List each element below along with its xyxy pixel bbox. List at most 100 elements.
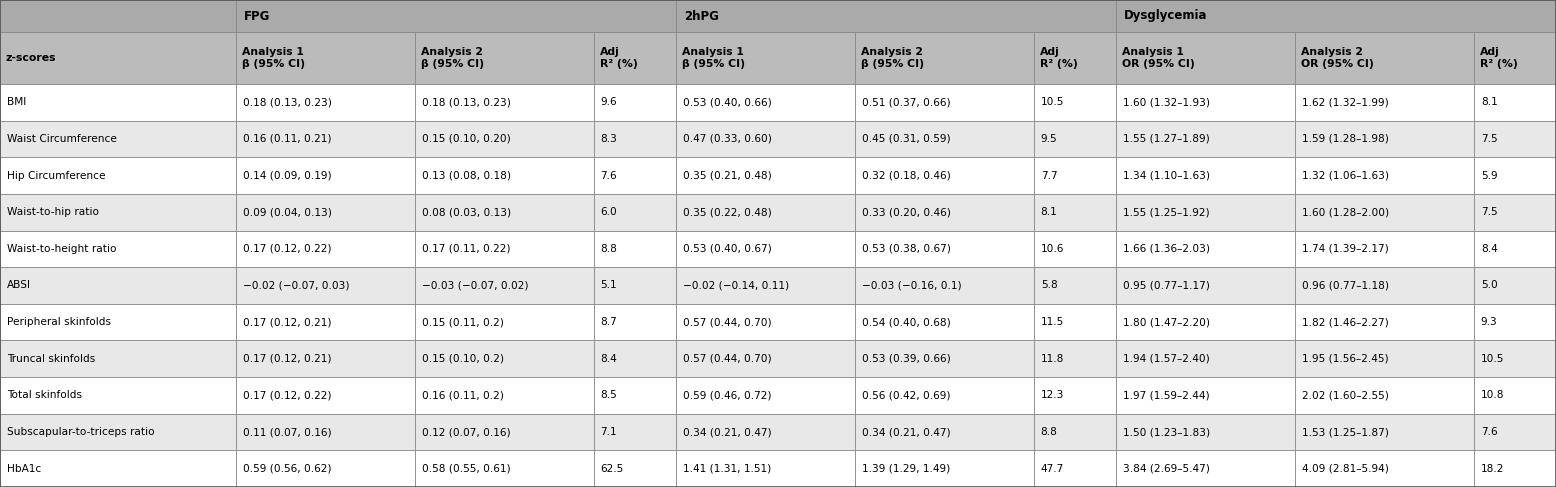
Bar xyxy=(1033,194,1116,230)
Text: 1.66 (1.36–2.03): 1.66 (1.36–2.03) xyxy=(1123,244,1211,254)
Bar xyxy=(1474,194,1556,230)
Text: 1.53 (1.25–1.87): 1.53 (1.25–1.87) xyxy=(1302,427,1388,437)
Bar xyxy=(594,267,675,304)
Text: 0.17 (0.12, 0.21): 0.17 (0.12, 0.21) xyxy=(243,317,331,327)
Text: 5.8: 5.8 xyxy=(1041,281,1058,291)
Bar xyxy=(1474,267,1556,304)
Bar xyxy=(1116,377,1295,414)
Text: 0.53 (0.40, 0.66): 0.53 (0.40, 0.66) xyxy=(683,97,772,107)
Bar xyxy=(1116,267,1295,304)
Bar xyxy=(854,230,1033,267)
Bar xyxy=(594,377,675,414)
Bar xyxy=(237,267,415,304)
Text: 0.33 (0.20, 0.46): 0.33 (0.20, 0.46) xyxy=(862,207,951,217)
Text: 12.3: 12.3 xyxy=(1041,391,1064,400)
Text: 2.02 (1.60–2.55): 2.02 (1.60–2.55) xyxy=(1302,391,1388,400)
Bar xyxy=(237,450,415,487)
Bar xyxy=(1295,121,1474,157)
Text: Analysis 2
β (95% CI): Analysis 2 β (95% CI) xyxy=(420,47,484,69)
Text: 0.57 (0.44, 0.70): 0.57 (0.44, 0.70) xyxy=(683,317,772,327)
Text: 0.96 (0.77–1.18): 0.96 (0.77–1.18) xyxy=(1302,281,1390,291)
Text: Adj
R² (%): Adj R² (%) xyxy=(599,47,638,69)
Text: Waist Circumference: Waist Circumference xyxy=(6,134,117,144)
Text: 7.6: 7.6 xyxy=(601,170,618,181)
Text: 0.53 (0.40, 0.67): 0.53 (0.40, 0.67) xyxy=(683,244,772,254)
Text: BMI: BMI xyxy=(6,97,26,107)
Bar xyxy=(1116,84,1295,121)
Bar xyxy=(1474,304,1556,340)
Bar xyxy=(0,340,237,377)
Bar xyxy=(415,377,594,414)
Bar xyxy=(415,267,594,304)
Text: Analysis 1
OR (95% CI): Analysis 1 OR (95% CI) xyxy=(1122,47,1195,69)
Text: 0.18 (0.13, 0.23): 0.18 (0.13, 0.23) xyxy=(243,97,331,107)
Bar xyxy=(594,121,675,157)
Text: Analysis 1
β (95% CI): Analysis 1 β (95% CI) xyxy=(241,47,305,69)
Bar xyxy=(1295,194,1474,230)
Text: 0.35 (0.21, 0.48): 0.35 (0.21, 0.48) xyxy=(683,170,772,181)
Text: 0.17 (0.12, 0.21): 0.17 (0.12, 0.21) xyxy=(243,354,331,364)
Text: 7.7: 7.7 xyxy=(1041,170,1058,181)
Bar xyxy=(675,230,854,267)
Bar xyxy=(675,414,854,450)
Text: 1.50 (1.23–1.83): 1.50 (1.23–1.83) xyxy=(1123,427,1211,437)
Text: Total skinfolds: Total skinfolds xyxy=(6,391,82,400)
Text: Hip Circumference: Hip Circumference xyxy=(6,170,106,181)
Text: 0.95 (0.77–1.17): 0.95 (0.77–1.17) xyxy=(1123,281,1211,291)
Bar xyxy=(1116,414,1295,450)
Text: Subscapular-to-triceps ratio: Subscapular-to-triceps ratio xyxy=(6,427,154,437)
Bar xyxy=(415,230,594,267)
Bar xyxy=(0,0,237,32)
Text: 0.53 (0.39, 0.66): 0.53 (0.39, 0.66) xyxy=(862,354,951,364)
Text: 7.5: 7.5 xyxy=(1481,134,1497,144)
Text: 10.8: 10.8 xyxy=(1481,391,1505,400)
Text: 7.5: 7.5 xyxy=(1481,207,1497,217)
Text: 8.8: 8.8 xyxy=(601,244,618,254)
Bar xyxy=(237,377,415,414)
Bar xyxy=(675,84,854,121)
Text: Adj
R² (%): Adj R² (%) xyxy=(1480,47,1517,69)
Text: 1.82 (1.46–2.27): 1.82 (1.46–2.27) xyxy=(1302,317,1388,327)
Bar xyxy=(1474,414,1556,450)
Bar xyxy=(1474,450,1556,487)
Bar xyxy=(0,230,237,267)
Text: 18.2: 18.2 xyxy=(1481,464,1505,474)
Bar xyxy=(594,84,675,121)
Bar xyxy=(1116,450,1295,487)
Text: 0.58 (0.55, 0.61): 0.58 (0.55, 0.61) xyxy=(422,464,510,474)
Text: −0.03 (−0.16, 0.1): −0.03 (−0.16, 0.1) xyxy=(862,281,962,291)
Bar xyxy=(0,450,237,487)
Text: −0.02 (−0.14, 0.11): −0.02 (−0.14, 0.11) xyxy=(683,281,789,291)
Text: 0.16 (0.11, 0.2): 0.16 (0.11, 0.2) xyxy=(422,391,504,400)
Bar xyxy=(1474,121,1556,157)
Text: 1.34 (1.10–1.63): 1.34 (1.10–1.63) xyxy=(1123,170,1211,181)
Bar xyxy=(237,304,415,340)
Bar xyxy=(854,121,1033,157)
Bar xyxy=(594,194,675,230)
Bar xyxy=(1116,340,1295,377)
Text: 8.5: 8.5 xyxy=(601,391,618,400)
Text: 9.6: 9.6 xyxy=(601,97,618,107)
Text: 47.7: 47.7 xyxy=(1041,464,1064,474)
Text: 0.57 (0.44, 0.70): 0.57 (0.44, 0.70) xyxy=(683,354,772,364)
Bar xyxy=(415,84,594,121)
Text: ABSI: ABSI xyxy=(6,281,31,291)
Bar xyxy=(237,194,415,230)
Text: 5.0: 5.0 xyxy=(1481,281,1497,291)
Text: HbA1c: HbA1c xyxy=(6,464,42,474)
Text: 62.5: 62.5 xyxy=(601,464,624,474)
Text: 8.1: 8.1 xyxy=(1481,97,1497,107)
Bar xyxy=(237,414,415,450)
Bar xyxy=(1295,267,1474,304)
Text: z-scores: z-scores xyxy=(6,53,56,63)
Bar xyxy=(1474,32,1556,84)
Bar xyxy=(1116,230,1295,267)
Text: 0.15 (0.10, 0.20): 0.15 (0.10, 0.20) xyxy=(422,134,510,144)
Bar xyxy=(594,157,675,194)
Bar xyxy=(415,194,594,230)
Text: 0.09 (0.04, 0.13): 0.09 (0.04, 0.13) xyxy=(243,207,331,217)
Text: 8.4: 8.4 xyxy=(1481,244,1497,254)
Bar xyxy=(675,450,854,487)
Bar xyxy=(675,377,854,414)
Bar xyxy=(675,0,1116,32)
